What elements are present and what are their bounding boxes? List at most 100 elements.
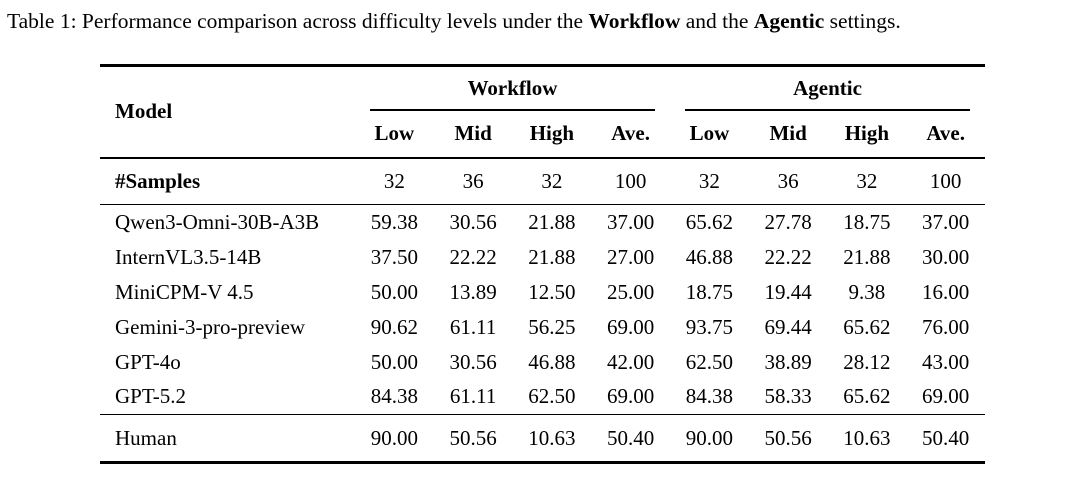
data-cell: 90.00 [355,414,434,464]
caption-middle: and the [680,9,754,33]
data-cell: 69.44 [764,314,812,339]
group-header-agentic: Agentic [670,64,986,111]
data-cell: 32 [827,157,907,205]
model-row-gpt4o: GPT-4o 50.00 30.56 46.88 42.00 62.50 38.… [100,345,985,380]
data-cell: 18.75 [843,209,891,234]
data-cell: 21.88 [528,209,576,234]
data-cell: 38.89 [764,349,812,374]
data-cell: 30.56 [449,209,497,234]
data-cell: 21.88 [528,244,576,269]
data-cell: 69.00 [591,379,671,415]
data-cell: 69.00 [906,379,986,415]
data-cell: 56.25 [528,314,576,339]
data-cell: 46.88 [528,349,576,374]
samples-label: #Samples [100,157,355,205]
data-cell: 25.00 [607,279,655,304]
agentic-cmidrule [685,109,971,111]
data-cell: 59.38 [370,209,418,234]
data-cell: 13.89 [449,279,497,304]
data-cell: 93.75 [685,314,734,339]
data-cell: 10.63 [827,414,907,464]
caption-agentic-keyword: Agentic [753,9,825,33]
data-cell: 69.00 [607,314,655,339]
data-cell: 46.88 [685,244,734,269]
data-cell: 50.56 [433,414,513,464]
data-cell: 62.50 [685,349,734,374]
data-cell: 27.78 [764,209,812,234]
col-header-workflow-high: High [512,110,592,159]
col-header-workflow-low: Low [355,110,434,159]
data-cell: 32 [670,157,749,205]
data-cell: 30.00 [922,244,970,269]
data-cell: 58.33 [748,379,828,415]
model-name: InternVL3.5-14B [115,244,262,269]
data-cell: 90.62 [370,314,418,339]
data-cell: 12.50 [528,279,576,304]
table-caption: Table 1: Performance comparison across d… [0,0,1080,35]
model-row-qwen3-omni: Qwen3-Omni-30B-A3B 59.38 30.56 21.88 37.… [100,205,985,240]
group-header-workflow: Workflow [355,64,671,111]
data-cell: 50.40 [591,414,671,464]
human-row: Human 90.00 50.56 10.63 50.40 90.00 50.5… [100,414,986,464]
col-header-agentic-low: Low [670,110,749,159]
model-name: Qwen3-Omni-30B-A3B [115,209,320,234]
model-name: GPT-5.2 [100,379,355,415]
results-table: Model Workflow Agentic Low Mid High Ave.… [100,64,986,464]
caption-prefix: Table 1: Performance comparison across d… [7,9,589,33]
col-header-agentic-high: High [827,110,907,159]
data-cell: 50.00 [370,349,418,374]
model-column-header: Model [100,64,355,159]
data-cell: 9.38 [848,279,886,304]
data-cell: 42.00 [607,349,655,374]
col-header-agentic-ave: Ave. [906,110,986,159]
model-row-gemini: Gemini-3-pro-preview 90.62 61.11 56.25 6… [100,310,985,345]
data-cell: 22.22 [764,244,812,269]
samples-row: #Samples 32 36 32 100 32 36 32 100 [100,157,986,205]
data-cell: 43.00 [922,349,970,374]
data-cell: 50.56 [748,414,828,464]
data-cell: 62.50 [512,379,592,415]
agentic-group-label: Agentic [793,76,862,101]
data-cell: 32 [355,157,434,205]
workflow-group-label: Workflow [467,76,558,101]
data-cell: 30.56 [449,349,497,374]
caption-workflow-keyword: Workflow [588,9,681,33]
data-cell: 61.11 [449,314,497,339]
col-header-workflow-mid: Mid [433,110,513,159]
model-name: Gemini-3-pro-preview [115,314,306,339]
data-cell: 16.00 [922,279,970,304]
model-row-internvl: InternVL3.5-14B 37.50 22.22 21.88 27.00 … [100,240,985,275]
data-cell: 84.38 [355,379,434,415]
data-cell: 90.00 [670,414,749,464]
data-cell: 76.00 [922,314,970,339]
data-cell: 21.88 [843,244,891,269]
workflow-cmidrule [370,109,656,111]
data-cell: 100 [591,157,671,205]
data-cell: 18.75 [685,279,734,304]
data-cell: 65.62 [827,379,907,415]
human-label: Human [100,414,355,464]
data-cell: 37.50 [370,244,418,269]
column-header-row: Low Mid High Ave. Low Mid High Ave. [100,110,986,159]
data-cell: 32 [512,157,592,205]
data-cell: 27.00 [607,244,655,269]
data-cell: 100 [906,157,986,205]
data-cell: 50.40 [906,414,986,464]
data-cell: 65.62 [843,314,891,339]
data-cell: 84.38 [670,379,749,415]
data-cell: 65.62 [685,209,734,234]
data-cell: 19.44 [764,279,812,304]
group-header-row: Model Workflow Agentic [100,64,986,159]
model-row-minicpm: MiniCPM-V 4.5 50.00 13.89 12.50 25.00 18… [100,275,985,310]
col-header-agentic-mid: Mid [748,110,828,159]
model-name: MiniCPM-V 4.5 [115,279,254,304]
col-header-workflow-ave: Ave. [591,110,671,159]
caption-suffix: settings. [824,9,901,33]
data-cell: 28.12 [843,349,891,374]
model-name: GPT-4o [115,349,181,374]
data-cell: 50.00 [370,279,418,304]
model-row-gpt52: GPT-5.2 84.38 61.11 62.50 69.00 84.38 58… [100,379,986,415]
data-cell: 10.63 [512,414,592,464]
data-cell: 37.00 [922,209,970,234]
